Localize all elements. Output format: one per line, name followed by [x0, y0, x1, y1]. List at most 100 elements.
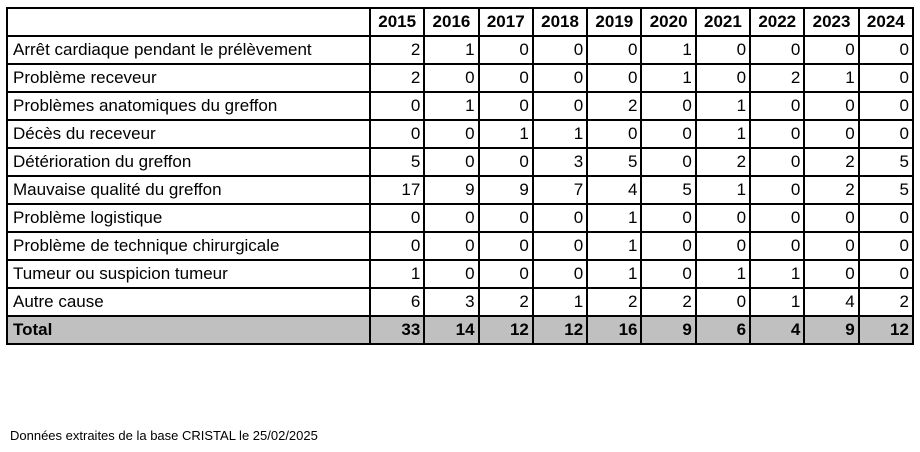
- year-header: 2020: [640, 7, 697, 37]
- total-value-cell: 9: [803, 315, 860, 345]
- value-cell: 2: [586, 91, 643, 121]
- row-label: Autre cause: [6, 287, 371, 317]
- value-cell: 0: [477, 91, 534, 121]
- value-cell: 1: [803, 63, 860, 93]
- value-cell: 0: [749, 203, 806, 233]
- value-cell: 0: [803, 203, 860, 233]
- value-cell: 0: [640, 119, 697, 149]
- value-cell: 1: [694, 175, 752, 205]
- value-cell: 0: [640, 259, 697, 289]
- row-label: Problème logistique: [6, 203, 371, 233]
- value-cell: 0: [803, 119, 860, 149]
- value-cell: 0: [531, 63, 589, 93]
- row-label: Détérioration du greffon: [6, 147, 371, 177]
- header-row: 2015 2016 2017 2018 2019 2020 2021 2022 …: [6, 7, 914, 37]
- value-cell: 0: [477, 35, 534, 65]
- value-cell: 0: [423, 203, 480, 233]
- value-cell: 0: [694, 203, 752, 233]
- value-cell: 1: [640, 35, 697, 65]
- value-cell: 0: [749, 91, 806, 121]
- total-value-cell: 33: [368, 315, 426, 345]
- table-row: Problème de technique chirurgicale 0 0 0 0 1 0…: [6, 231, 914, 261]
- value-cell: 0: [368, 91, 426, 121]
- value-cell: 0: [531, 259, 589, 289]
- value-cell: 0: [586, 35, 643, 65]
- value-cell: 0: [857, 91, 914, 121]
- total-value-cell: 16: [586, 315, 643, 345]
- value-cell: 17: [368, 175, 426, 205]
- value-cell: 1: [694, 119, 752, 149]
- value-cell: 2: [368, 63, 426, 93]
- value-cell: 0: [857, 259, 914, 289]
- row-label: Arrêt cardiaque pendant le prélèvement: [6, 35, 371, 65]
- value-cell: 1: [368, 259, 426, 289]
- value-cell: 1: [586, 259, 643, 289]
- value-cell: 2: [857, 287, 914, 317]
- value-cell: 2: [803, 175, 860, 205]
- value-cell: 0: [857, 231, 914, 261]
- value-cell: 4: [803, 287, 860, 317]
- total-value-cell: 14: [423, 315, 480, 345]
- table-row: Problème receveur 2 0 0 0 0 1 0 2 1 0: [6, 63, 914, 93]
- value-cell: 1: [586, 203, 643, 233]
- row-label: Problème receveur: [6, 63, 371, 93]
- value-cell: 1: [694, 91, 752, 121]
- year-header: 2018: [531, 7, 589, 37]
- value-cell: 1: [531, 287, 589, 317]
- value-cell: 0: [694, 231, 752, 261]
- row-label: Tumeur ou suspicion tumeur: [6, 259, 371, 289]
- value-cell: 0: [423, 147, 480, 177]
- row-label: Problème de technique chirurgicale: [6, 231, 371, 261]
- value-cell: 2: [640, 287, 697, 317]
- table-row: Décès du receveur 0 0 1 1 0 0 1 0 0 0: [6, 119, 914, 149]
- value-cell: 0: [640, 91, 697, 121]
- value-cell: 0: [803, 35, 860, 65]
- value-cell: 0: [640, 203, 697, 233]
- value-cell: 0: [477, 63, 534, 93]
- value-cell: 2: [368, 35, 426, 65]
- year-header: 2015: [368, 7, 426, 37]
- value-cell: 1: [477, 119, 534, 149]
- value-cell: 5: [586, 147, 643, 177]
- value-cell: 1: [423, 91, 480, 121]
- value-cell: 0: [749, 231, 806, 261]
- table-row: Arrêt cardiaque pendant le prélèvement 2 1…: [6, 35, 914, 65]
- value-cell: 5: [640, 175, 697, 205]
- table-row: Tumeur ou suspicion tumeur 1 0 0 0 1 0 1 1 0 0: [6, 259, 914, 289]
- value-cell: 1: [749, 259, 806, 289]
- value-cell: 2: [749, 63, 806, 93]
- value-cell: 0: [531, 203, 589, 233]
- value-cell: 0: [423, 63, 480, 93]
- table-row: Autre cause 6 3 2 1 2 2 0 1 4 2: [6, 287, 914, 317]
- year-header: 2016: [423, 7, 480, 37]
- year-header: 2021: [694, 7, 752, 37]
- value-cell: 0: [694, 35, 752, 65]
- value-cell: 0: [423, 259, 480, 289]
- causes-table: 2015 2016 2017 2018 2019 2020 2021 2022 …: [6, 7, 914, 345]
- row-label: Mauvaise qualité du greffon: [6, 175, 371, 205]
- total-label: Total: [6, 315, 371, 345]
- total-value-cell: 6: [694, 315, 752, 345]
- value-cell: 0: [477, 147, 534, 177]
- value-cell: 0: [803, 259, 860, 289]
- value-cell: 2: [694, 147, 752, 177]
- total-value-cell: 4: [749, 315, 806, 345]
- value-cell: 1: [640, 63, 697, 93]
- row-label: Problèmes anatomiques du greffon: [6, 91, 371, 121]
- value-cell: 0: [803, 231, 860, 261]
- value-cell: 3: [531, 147, 589, 177]
- source-footnote: Données extraites de la base CRISTAL le …: [10, 428, 318, 443]
- value-cell: 1: [586, 231, 643, 261]
- value-cell: 0: [368, 119, 426, 149]
- table-row: Mauvaise qualité du greffon 17 9 9 7 4 5 1 0 2 5: [6, 175, 914, 205]
- value-cell: 1: [423, 35, 480, 65]
- value-cell: 5: [368, 147, 426, 177]
- value-cell: 3: [423, 287, 480, 317]
- value-cell: 0: [857, 35, 914, 65]
- value-cell: 0: [531, 35, 589, 65]
- table-row: Détérioration du greffon 5 0 0 3 5 0 2 0 2 5: [6, 147, 914, 177]
- value-cell: 0: [368, 203, 426, 233]
- value-cell: 7: [531, 175, 589, 205]
- value-cell: 0: [423, 231, 480, 261]
- value-cell: 0: [368, 231, 426, 261]
